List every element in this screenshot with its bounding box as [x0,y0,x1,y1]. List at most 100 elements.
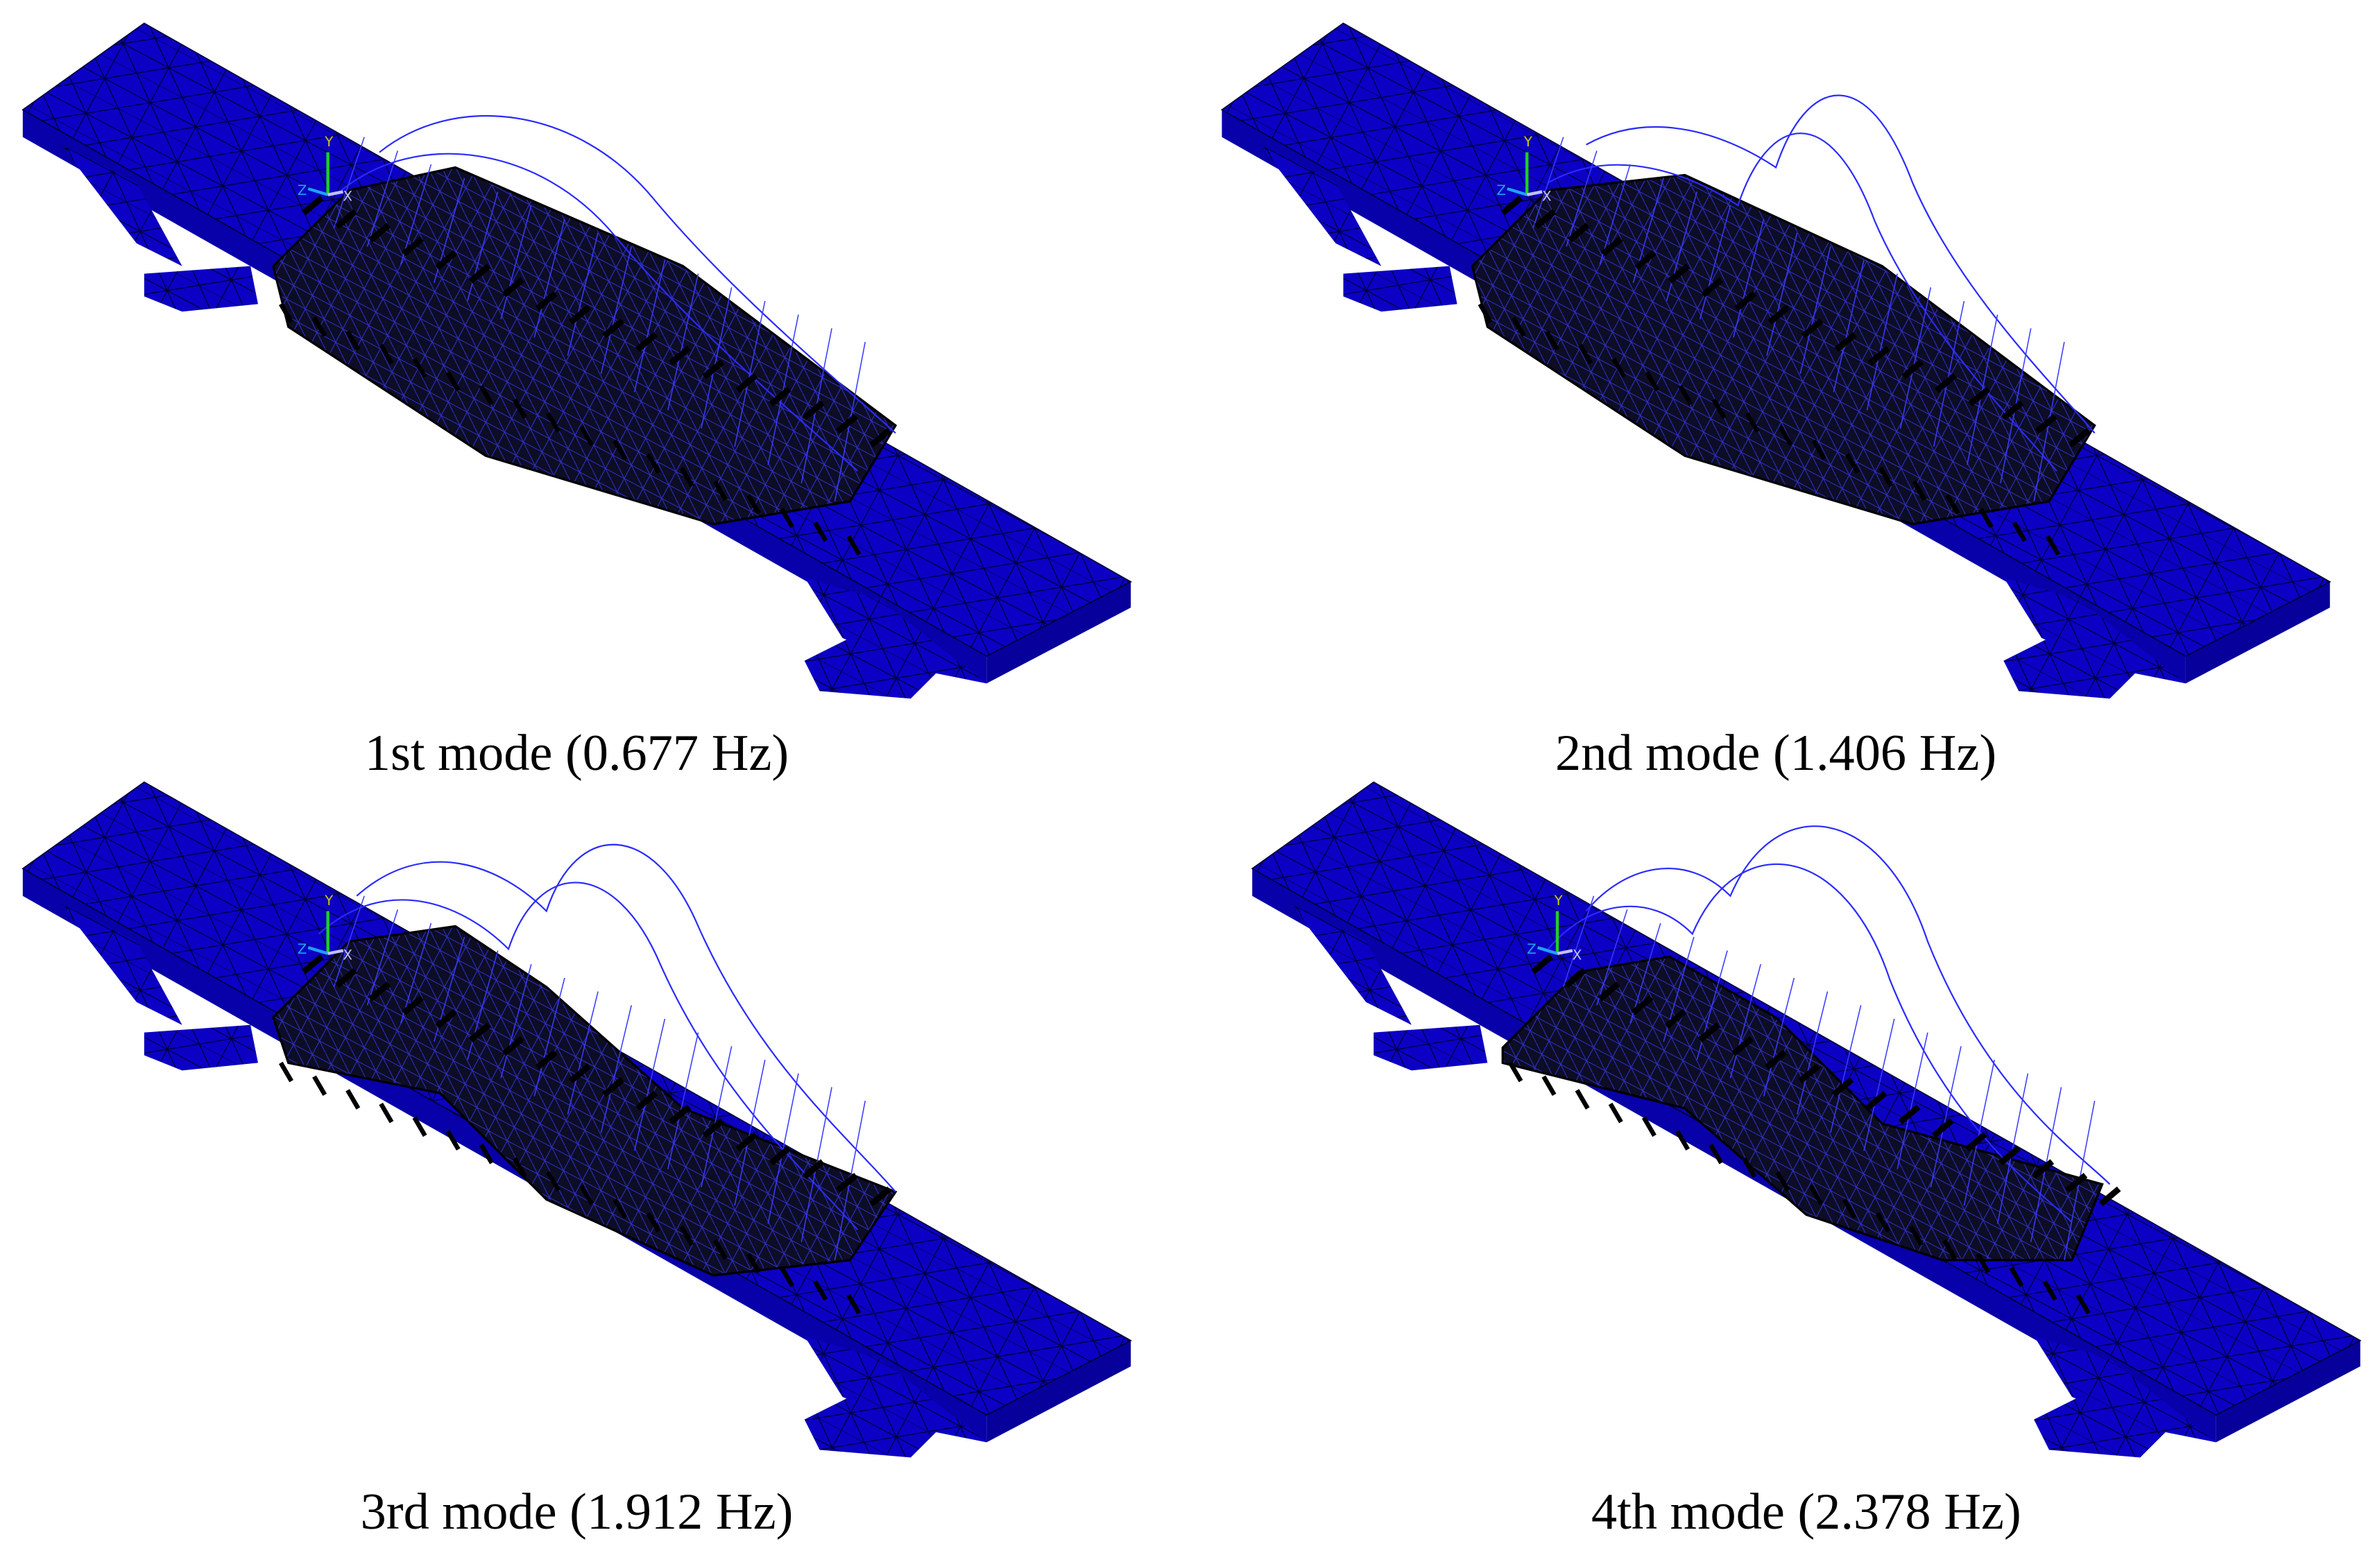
cross-beam [1901,359,1924,379]
hanger [1766,232,1798,356]
triad-x [327,949,343,956]
hanger [567,991,599,1115]
cross-beam [813,521,828,542]
cross-beam [1912,480,1927,501]
cross-beam [379,1102,394,1124]
hanger [1563,895,1595,988]
cross-beam [613,1198,628,1219]
cross-beam [735,1131,758,1152]
abutment [60,144,182,266]
pier [804,637,941,699]
pier [804,1396,941,1458]
caption: 2nd mode (1.406 Hz) [1555,725,1996,782]
panels: Y Z X 1st mode (0.677 Hz) Y Z X 2nd mode (1.406… [22,22,2362,1540]
cross-beam [2045,535,2060,556]
arch-wire [1548,863,2073,1223]
cross-beam [746,494,761,515]
cross-beam [712,480,728,501]
cross-beam [445,1130,461,1151]
hanger [533,977,565,1097]
cross-beam [1631,995,1654,1015]
cross-beam [535,1049,558,1070]
hanger [1866,273,1898,411]
girder [272,166,898,526]
hanger [333,137,365,229]
deck-end [986,581,1131,684]
cross-beam [546,1171,561,1192]
cross-beam [1734,291,1757,311]
cross-beam [1541,1075,1557,1097]
abutment [804,577,987,684]
cross-beam [1608,1102,1623,1124]
abutment [1290,903,1412,1025]
cross-beam [1909,1226,1924,1246]
cross-beam [2009,1266,2024,1287]
hanger [333,895,365,988]
triad-x [327,190,343,196]
axis-label: Y [324,893,334,909]
cross-beam [1578,343,1593,365]
cross-beam [1767,304,1790,325]
cross-beam [646,453,661,474]
cross-beam [2035,413,2057,434]
abutment [60,903,182,1025]
caption: 3rd mode (1.912 Hz) [361,1484,794,1540]
cross-beam [780,1266,795,1287]
cross-beam [1544,330,1559,351]
hanger [1733,218,1765,338]
cross-beam [635,332,658,352]
cross-beam [301,195,324,216]
cross-beam [1564,968,1587,988]
girder [271,925,898,1277]
cross-beam [1508,1061,1523,1083]
cross-beam [334,968,357,988]
abutment [2034,1336,2216,1443]
pier [2034,1396,2171,1458]
cross-beam [869,427,892,448]
hanger [1532,137,1564,229]
cross-beam [1931,1118,1954,1138]
cross-beam [1898,1104,1921,1125]
cross-beam [2032,1159,2055,1179]
triad-x [1526,190,1543,196]
hanger [500,964,532,1079]
cross-beam [1935,372,1958,393]
cross-beam [2001,400,2024,420]
hanger [734,300,766,447]
cross-beam [1976,1253,1991,1274]
abutment [1260,144,1382,266]
cross-beam [869,1186,892,1207]
cross-beam [512,398,527,420]
deck-end [2185,581,2330,684]
pier [2003,637,2141,699]
cross-beam [769,1145,791,1166]
cross-beam [435,250,458,270]
hanger [500,205,532,320]
cross-beam [1598,981,1620,1002]
abutment [2003,577,2186,684]
triad-x [1557,949,1573,956]
cross-beam [435,1008,458,1029]
cross-beam [602,318,624,338]
hanger [600,246,633,375]
mode-panel: Y Z X 3rd mode (1.912 Hz) [22,781,1133,1540]
hanger [533,218,565,338]
cross-beam [702,359,725,379]
hanger [1930,1046,1962,1188]
cross-beam [635,1090,658,1111]
cross-beam [1478,302,1493,324]
cross-beam [278,1061,293,1083]
cross-beam [312,316,327,337]
mode-panel: Y Z X 4th mode (2.378 Hz) [1251,781,2362,1540]
cross-beam [1765,1049,1788,1070]
cross-beam [1808,1185,1824,1205]
cross-beam [468,264,491,284]
cross-beam [836,1172,858,1193]
cross-beam [402,995,425,1015]
cross-beam [1801,318,1824,338]
cross-beam [1998,1145,2021,1166]
cross-beam [2068,427,2091,448]
cross-beam [780,508,795,529]
cross-beam [1945,494,1960,515]
hanger [1899,287,1932,429]
